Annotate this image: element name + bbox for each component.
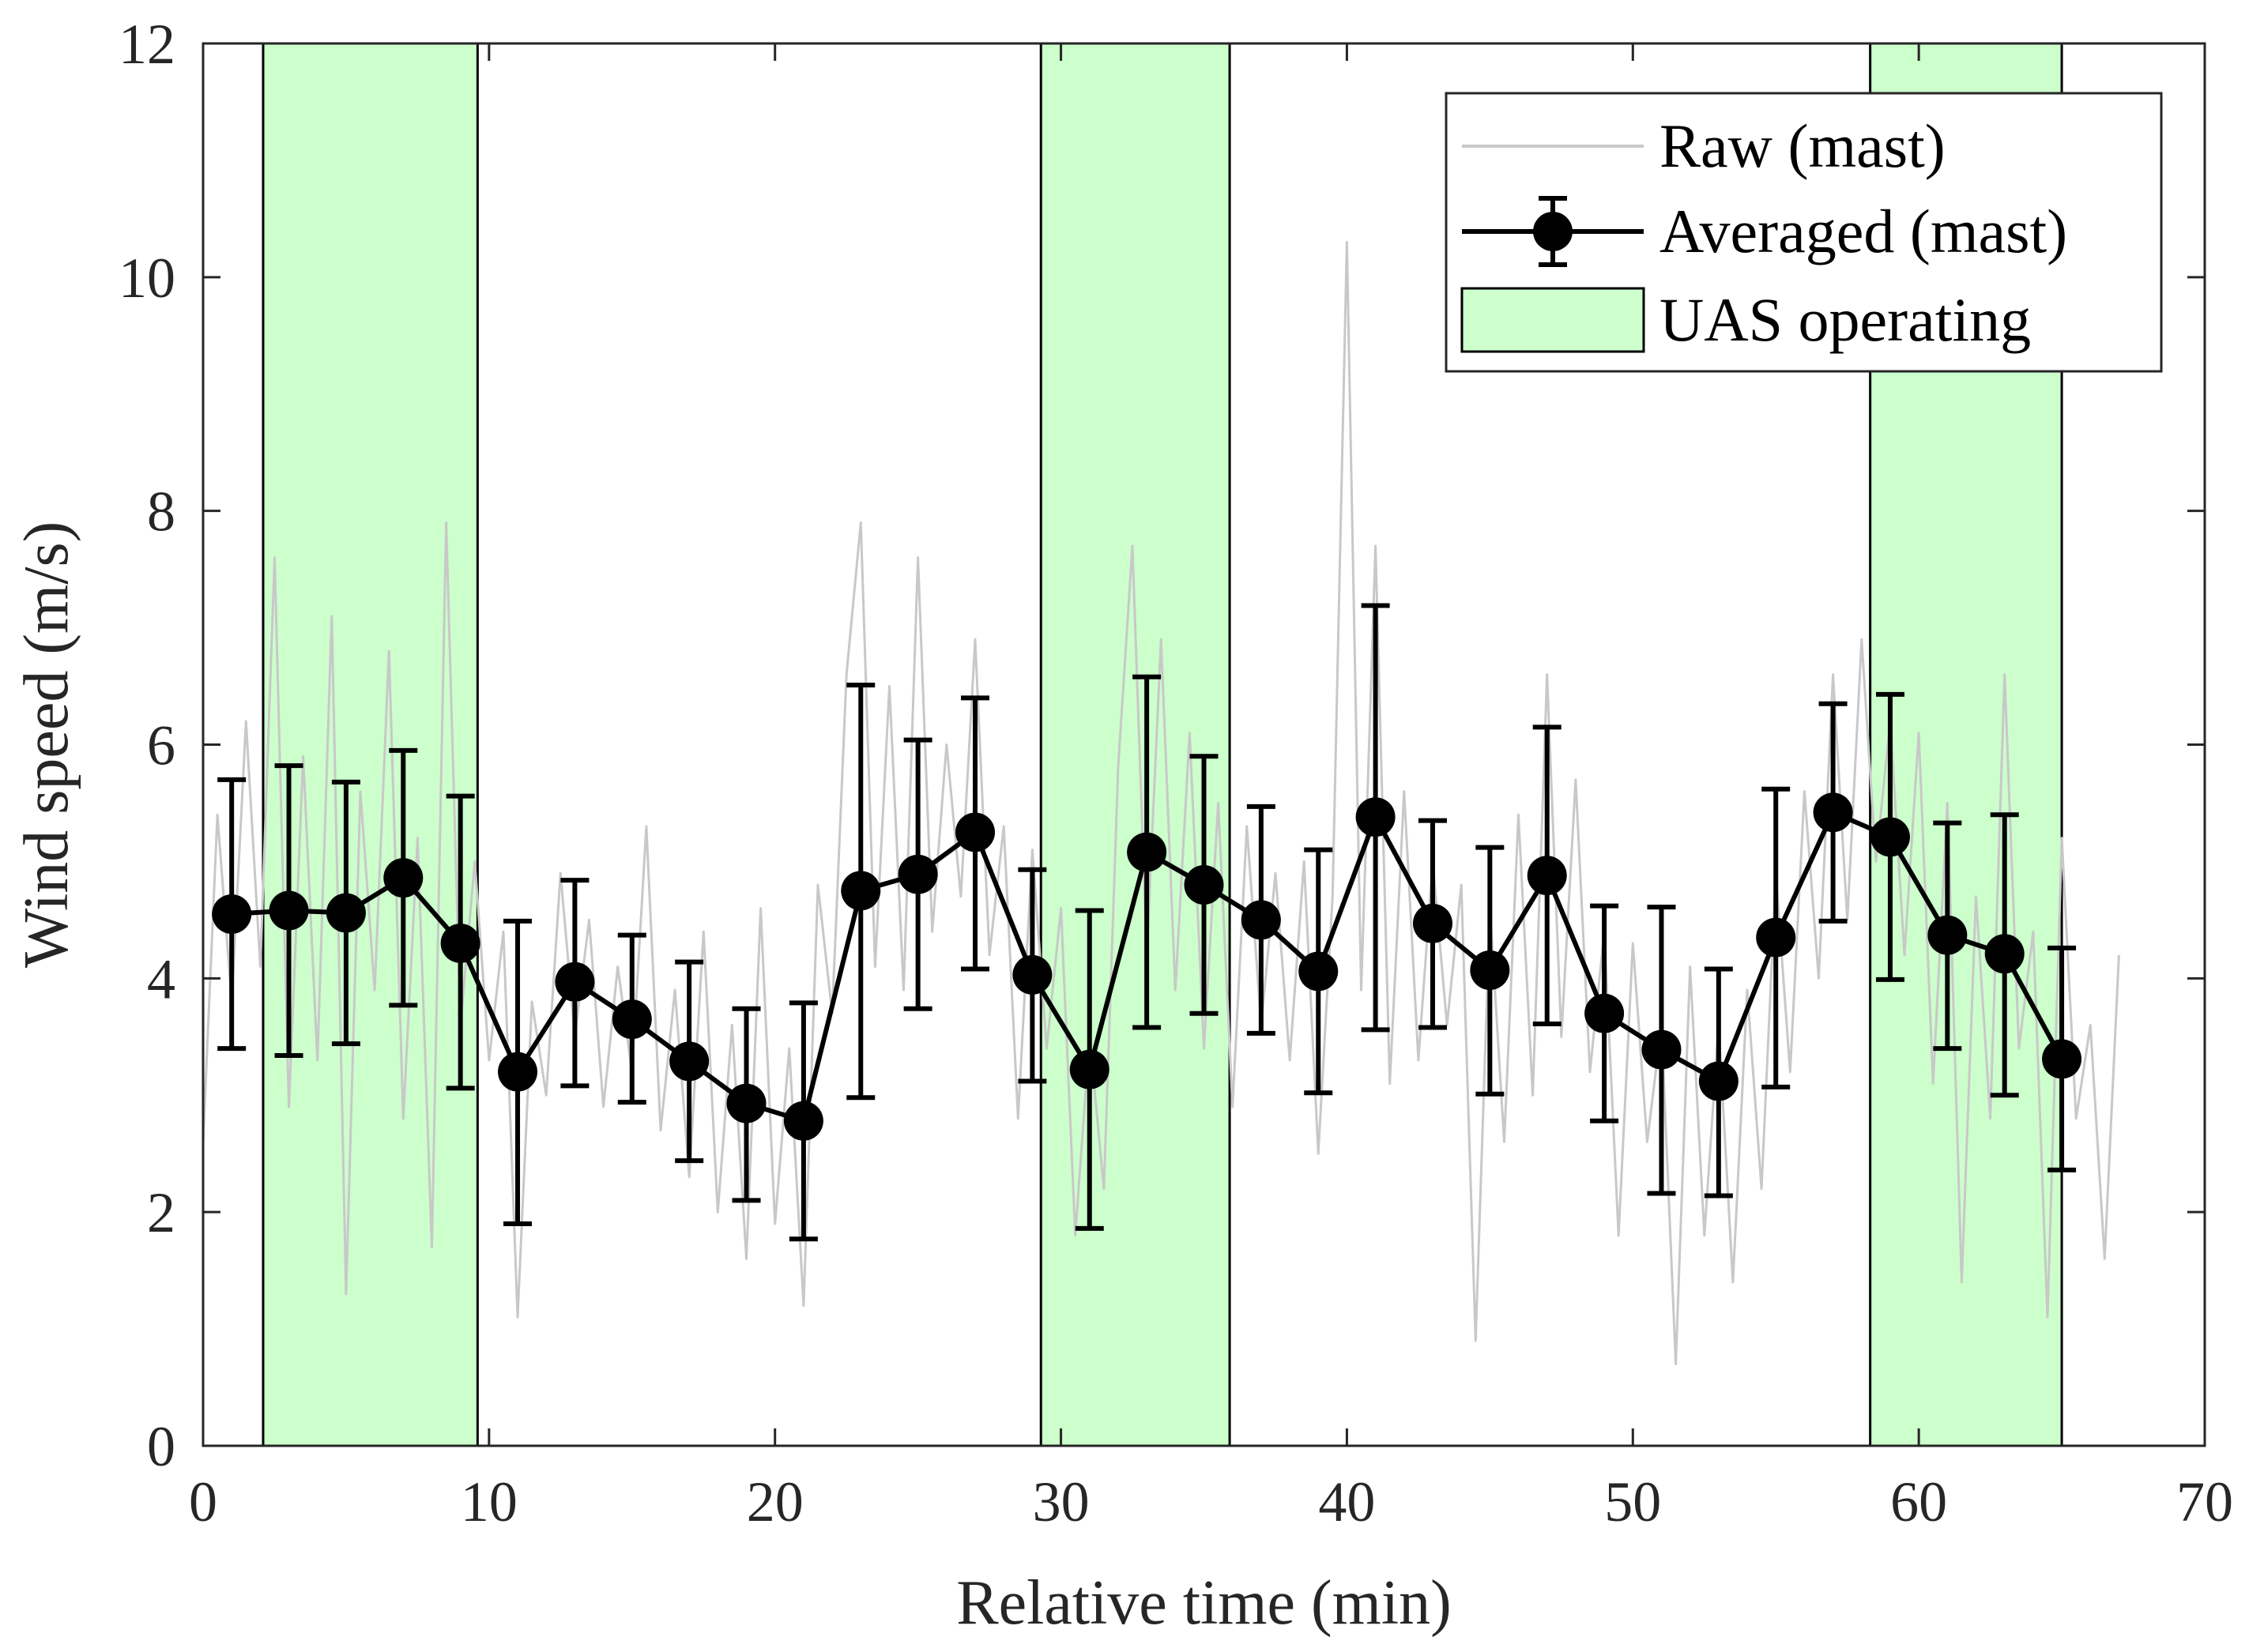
averaged-point-29	[1813, 792, 1853, 833]
averaged-point-13	[898, 854, 938, 894]
averaged-point-18	[1184, 865, 1224, 905]
averaged-point-12	[841, 871, 881, 911]
averaged-point-6	[498, 1052, 538, 1092]
averaged-point-5	[440, 923, 480, 963]
y-tick-label: 10	[119, 246, 175, 310]
averaged-point-8	[612, 999, 652, 1040]
legend: Raw (mast) Averaged (mast) UAS operating	[1445, 92, 2163, 373]
y-axis-label: Wind speed (m/s)	[12, 521, 81, 969]
x-tick-label: 70	[2176, 1470, 2233, 1533]
averaged-mast-series	[212, 603, 2082, 1242]
averaged-point-31	[1927, 915, 1968, 955]
uas-band-2	[1039, 42, 1231, 1447]
x-tick-label: 0	[189, 1470, 217, 1533]
averaged-point-27	[1698, 1061, 1739, 1101]
x-tick-label: 20	[747, 1470, 804, 1533]
averaged-point-16	[1069, 1049, 1109, 1089]
averaged-point-28	[1756, 917, 1796, 958]
averaged-point-7	[555, 961, 595, 1002]
averaged-point-9	[669, 1041, 710, 1082]
legend-uas-swatch	[1460, 287, 1645, 353]
averaged-point-26	[1641, 1029, 1682, 1070]
y-tick-label: 8	[147, 480, 175, 544]
axes: 0 10 20 30 40 50 60 70 0 2 4 6 8 10 12	[119, 13, 2233, 1533]
legend-averaged-label: Averaged (mast)	[1659, 197, 2067, 265]
averaged-point-2	[269, 890, 309, 931]
averaged-point-30	[1870, 817, 1910, 857]
averaged-point-33	[2042, 1039, 2082, 1079]
averaged-point-3	[326, 893, 366, 933]
x-tick-label: 60	[1890, 1470, 1947, 1533]
averaged-point-22	[1412, 903, 1452, 943]
averaged-point-1	[212, 894, 252, 934]
uas-band-1	[262, 42, 479, 1447]
x-tick-label: 10	[461, 1470, 518, 1533]
legend-avg-marker	[1533, 212, 1573, 251]
averaged-point-17	[1127, 832, 1167, 872]
y-tick-label: 6	[147, 714, 175, 777]
x-axis-label: Relative time (min)	[956, 1568, 1451, 1638]
y-tick-label: 12	[119, 13, 175, 76]
averaged-point-32	[1984, 934, 2025, 974]
legend-raw-label: Raw (mast)	[1659, 111, 1946, 180]
y-tick-label: 4	[147, 947, 175, 1010]
averaged-point-25	[1584, 993, 1625, 1033]
x-tick-label: 50	[1604, 1470, 1661, 1533]
y-tick-label: 2	[147, 1181, 175, 1244]
averaged-point-24	[1527, 856, 1567, 896]
y-tick-label: 0	[147, 1415, 175, 1478]
averaged-point-23	[1470, 950, 1510, 990]
averaged-point-11	[783, 1101, 823, 1141]
averaged-point-14	[955, 812, 996, 852]
averaged-point-20	[1298, 951, 1339, 992]
averaged-point-10	[726, 1083, 767, 1123]
legend-uas-label: UAS operating	[1659, 285, 2031, 354]
x-tick-label: 30	[1033, 1470, 1090, 1533]
averaged-point-15	[1012, 954, 1053, 995]
x-tick-label: 40	[1318, 1470, 1375, 1533]
averaged-point-4	[383, 858, 424, 898]
averaged-point-21	[1355, 797, 1396, 837]
averaged-point-19	[1241, 900, 1281, 940]
